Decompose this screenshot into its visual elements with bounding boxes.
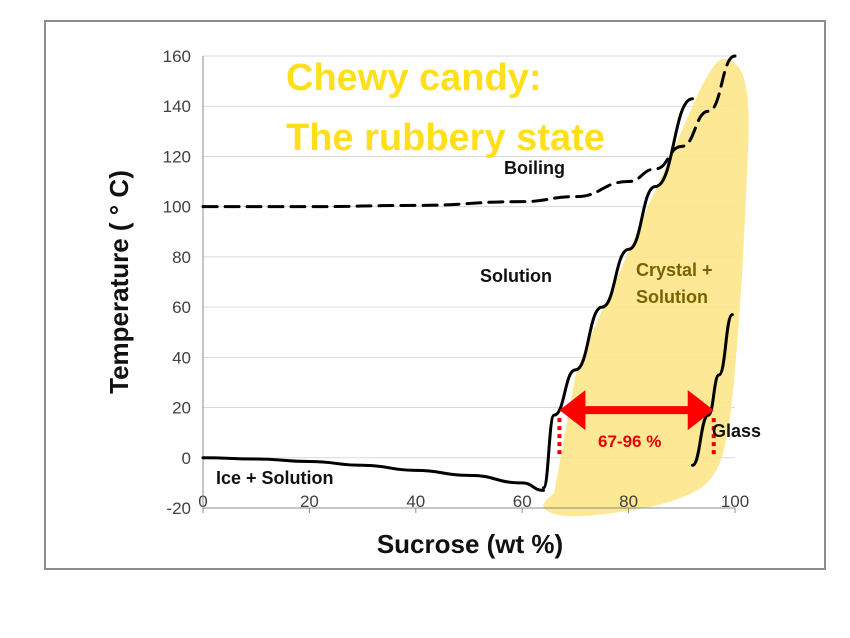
y-tick-label: 120 (163, 147, 191, 166)
x-tick-label: 20 (300, 492, 319, 511)
labels: Chewy candy: The rubbery state Boiling S… (104, 57, 761, 559)
y-tick-label: 60 (172, 298, 191, 317)
y-tick-label: 140 (163, 97, 191, 116)
y-tick-label: 20 (172, 399, 191, 418)
label-crystal-solution-1: Crystal + (636, 260, 713, 280)
y-tick-label: 160 (163, 47, 191, 66)
label-boiling: Boiling (504, 158, 565, 178)
x-tick-label: 60 (513, 492, 532, 511)
y-tick-label: 40 (172, 348, 191, 367)
y-axis-title: Temperature ( ° C) (104, 170, 134, 394)
label-range: 67-96 % (598, 432, 661, 451)
label-ice-solution: Ice + Solution (216, 468, 334, 488)
range-indicator (557, 390, 716, 458)
chart-title-line1: Chewy candy: (286, 57, 542, 99)
y-tick-label: 0 (182, 449, 191, 468)
series-freezing-line (201, 456, 545, 492)
x-tick-label: 100 (721, 492, 749, 511)
y-tick-label: -20 (166, 499, 191, 518)
y-tick-label: 80 (172, 248, 191, 267)
label-glass: Glass (712, 421, 761, 441)
x-tick-label: 40 (406, 492, 425, 511)
label-solution: Solution (480, 266, 552, 286)
label-crystal-solution-2: Solution (636, 287, 708, 307)
x-axis-title: Sucrose (wt %) (377, 529, 563, 559)
series (201, 54, 737, 492)
chart-title-line2: The rubbery state (286, 117, 605, 159)
series-boiling-line (201, 54, 737, 209)
y-tick-label: 100 (163, 198, 191, 217)
range-arrow-head-left (559, 390, 586, 431)
range-arrow-head-right (687, 390, 714, 431)
x-tick-label: 80 (619, 492, 638, 511)
series-solubility-line (541, 97, 694, 490)
series-glass-line (690, 313, 734, 467)
